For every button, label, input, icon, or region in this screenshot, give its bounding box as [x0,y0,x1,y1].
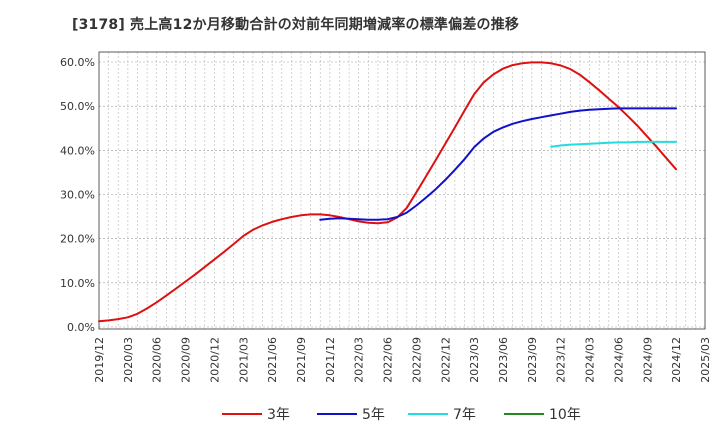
legend: 3年 5年 7年 10年 [222,407,581,423]
y-tick-label: 50.0% [60,100,95,113]
x-tick-label: 2020/09 [180,337,193,383]
y-tick-label: 20.0% [60,233,95,246]
x-tick-label: 2021/06 [266,337,279,383]
x-tick-label: 2022/03 [353,337,366,383]
x-tick-label: 2020/12 [208,337,221,383]
y-tick-label: 10.0% [60,277,95,290]
x-tick-label: 2024/09 [641,337,654,383]
x-tick-label: 2022/09 [410,337,423,383]
x-tick-label: 2023/06 [497,337,510,383]
legend-label: 7年 [453,407,476,423]
x-tick-label: 2024/12 [670,337,683,383]
x-tick-label: 2019/12 [93,337,106,383]
x-tick-label: 2024/03 [584,337,597,383]
y-tick-label: 40.0% [60,144,95,157]
series-line [550,140,678,148]
x-tick-label: 2021/03 [237,337,250,383]
y-tick-label: 60.0% [60,56,95,69]
legend-label: 10年 [549,407,581,423]
x-tick-label: 2023/09 [526,337,539,383]
x-tick-label: 2022/12 [439,337,452,383]
x-tick-label: 2023/12 [555,337,568,383]
series-line [98,61,678,323]
x-tick-label: 2023/03 [468,337,481,383]
y-tick-label: 0.0% [67,321,95,334]
x-tick-label: 2021/09 [295,337,308,383]
y-tick-label: 30.0% [60,189,95,202]
x-tick-label: 2021/12 [324,337,337,383]
chart-title: [3178] 売上高12か月移動合計の対前年同期増減率の標準偏差の推移 [72,17,520,33]
x-tick-label: 2020/06 [151,337,164,383]
plot-background [99,52,705,329]
x-tick-label: 2022/06 [382,337,395,383]
series-lines [98,61,678,323]
legend-label: 3年 [267,407,290,423]
plot-frame [98,51,706,330]
series-line [319,107,678,221]
axes: 0.0% 10.0% 20.0% 30.0% 40.0% 50.0% 60.0% 2019/1… [60,51,712,383]
x-tick-label: 2025/03 [699,337,712,383]
gridlines [99,52,705,329]
legend-label: 5年 [362,407,385,423]
x-tick-label: 2024/06 [612,337,625,383]
x-tick-label: 2020/03 [122,337,135,383]
